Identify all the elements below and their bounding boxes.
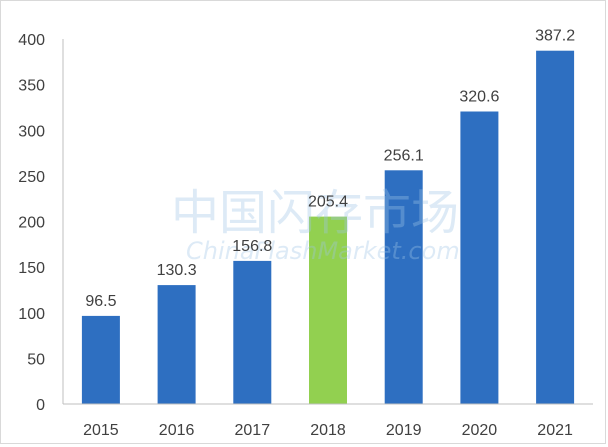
- x-tick-label-2016: 2016: [159, 422, 195, 439]
- x-tick-label-2020: 2020: [462, 422, 498, 439]
- y-tick-label-350: 350: [18, 78, 45, 95]
- y-tick-label-400: 400: [18, 32, 45, 49]
- bar-2017: [233, 260, 272, 404]
- y-tick-label-0: 0: [36, 397, 45, 414]
- watermark: 中国闪存市场 ChinaFlashMarket.com: [171, 185, 460, 265]
- y-axis-ticks: 0 50 100 150 200 250 300 350 400: [18, 32, 45, 414]
- y-tick-label-300: 300: [18, 123, 45, 140]
- labels-layer: 96.5 130.3 156.8 205.4 256.1 320.6 387.2: [85, 28, 575, 310]
- data-label-2015: 96.5: [85, 293, 116, 310]
- x-tick-label-2021: 2021: [537, 422, 573, 439]
- bar-2016: [157, 285, 196, 404]
- watermark-en-text: ChinaFlashMarket.com: [186, 237, 460, 265]
- data-label-2017: 156.8: [232, 238, 272, 255]
- bar-2019: [384, 170, 423, 404]
- watermark-cn-text: 中国闪存市场: [171, 185, 459, 241]
- x-tick-label-2018: 2018: [310, 422, 346, 439]
- y-tick-label-200: 200: [18, 215, 45, 232]
- x-axis-ticks: 2015 2016 2017 2018 2019 2020 2021: [83, 422, 573, 439]
- x-tick-label-2015: 2015: [83, 422, 119, 439]
- data-label-2020: 320.6: [459, 89, 499, 106]
- data-label-2018: 205.4: [308, 194, 348, 211]
- x-tick-label-2019: 2019: [386, 422, 422, 439]
- y-tick-label-150: 150: [18, 260, 45, 277]
- data-label-2016: 130.3: [157, 262, 197, 279]
- y-tick-label-100: 100: [18, 306, 45, 323]
- data-label-2021: 387.2: [535, 28, 575, 45]
- y-tick-label-50: 50: [27, 351, 45, 368]
- y-tick-label-250: 250: [18, 169, 45, 186]
- bar-2015: [81, 315, 120, 404]
- bar-2020: [460, 111, 499, 404]
- data-label-2019: 256.1: [384, 147, 424, 164]
- bars-layer: [81, 50, 575, 404]
- x-tick-label-2017: 2017: [235, 422, 271, 439]
- bar-2021: [536, 50, 575, 404]
- bar-2018: [309, 216, 347, 404]
